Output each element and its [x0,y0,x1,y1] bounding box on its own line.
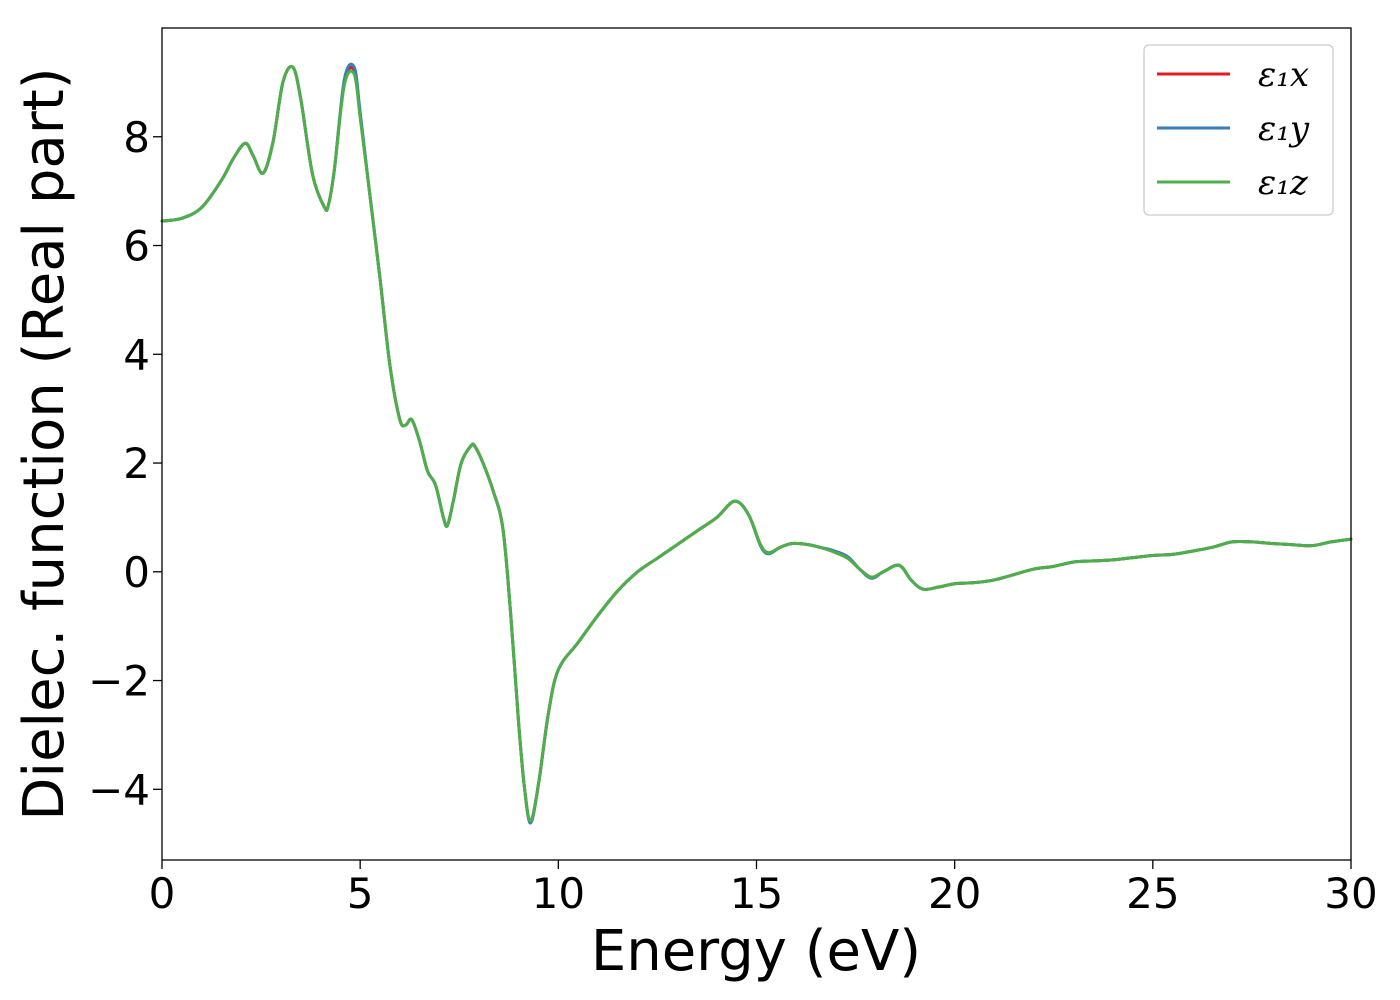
legend-label-2: ε₁y [1258,109,1310,149]
x-tick-label: 25 [1126,869,1179,918]
x-axis-label: Energy (eV) [591,919,921,984]
x-tick-label: 10 [532,869,585,918]
y-tick-label: 8 [123,113,150,162]
x-tick-label: 15 [730,869,783,918]
x-tick-label: 20 [928,869,981,918]
legend-label-1: ε₁x [1258,55,1309,95]
y-tick-label: −2 [88,657,150,706]
series-layer [160,62,1353,825]
legend-box [1143,44,1334,216]
series-line-3 [160,65,1353,823]
x-tick-label: 5 [347,869,374,918]
y-tick-label: 6 [123,222,150,271]
y-tick-label: −4 [88,765,150,814]
x-axis: 0 5 10 15 20 25 30 [149,860,1378,918]
y-axis: −4 −2 0 2 4 6 8 [88,113,162,814]
legend-label-3: ε₁z [1258,163,1309,203]
legend: ε₁x ε₁y ε₁z [1143,44,1334,216]
x-tick-label: 0 [149,869,176,918]
y-tick-label: 0 [123,548,150,597]
y-axis-label: Dielec. function (Real part) [12,67,77,820]
y-tick-label: 2 [123,439,150,488]
x-tick-label: 30 [1324,869,1377,918]
y-tick-label: 4 [123,330,150,379]
